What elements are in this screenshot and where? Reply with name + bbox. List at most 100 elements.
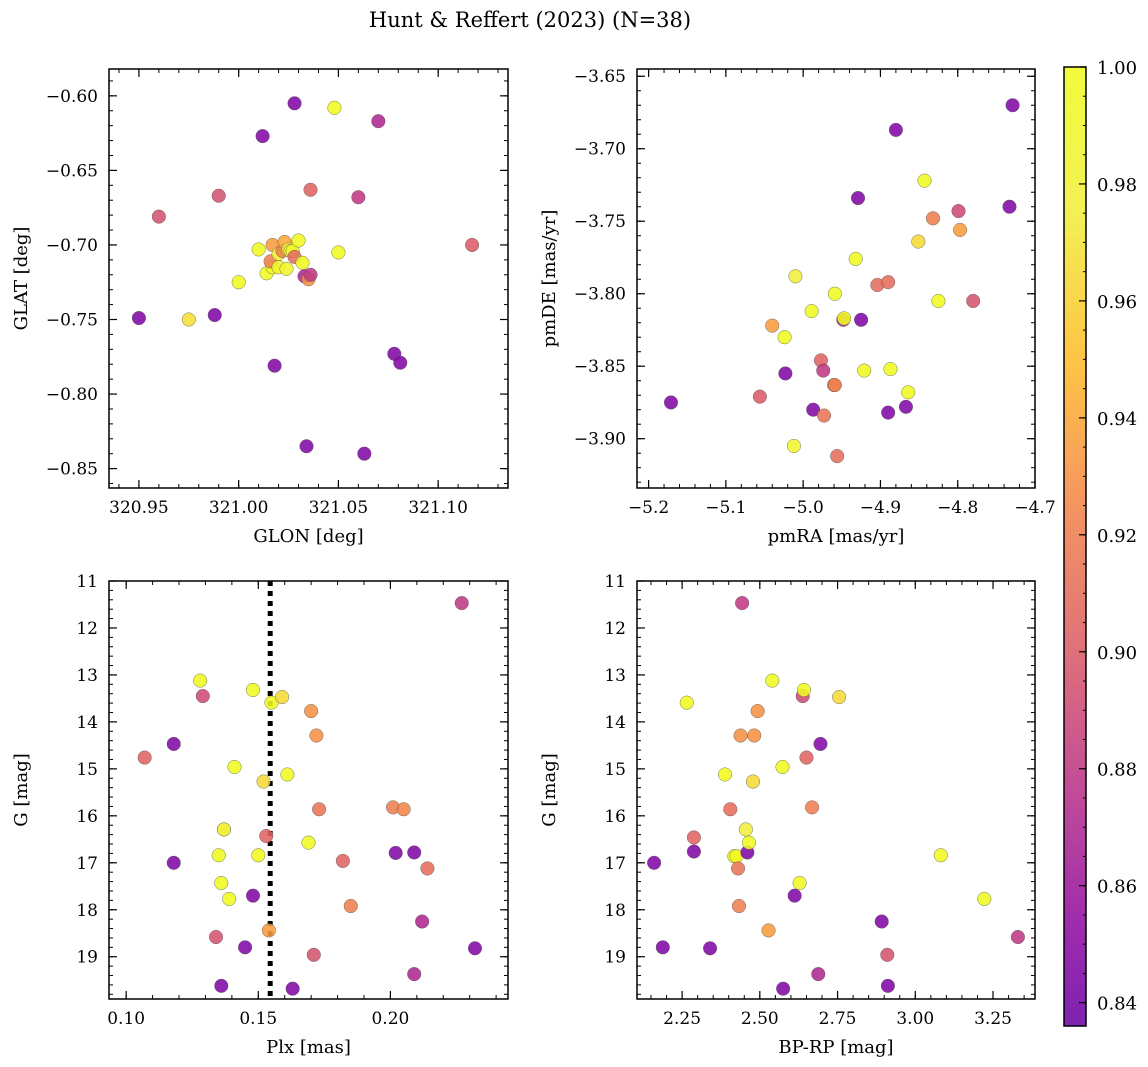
scatter-point — [222, 891, 237, 906]
y-tick-label: −0.60 — [46, 87, 98, 107]
scatter-point — [731, 899, 746, 914]
scatter-point — [420, 861, 435, 876]
scatter-point — [327, 100, 342, 115]
y-tick-label: −3.90 — [574, 430, 626, 450]
scatter-point — [686, 844, 701, 859]
scatter-point — [901, 385, 916, 400]
scatter-point — [857, 363, 872, 378]
scatter-point — [216, 822, 231, 837]
x-tick-label: 3.25 — [974, 1009, 1012, 1029]
scatter-point — [747, 728, 762, 743]
scatter-point — [275, 690, 290, 705]
scatter-point — [752, 389, 767, 404]
scatter-point — [166, 855, 181, 870]
scatter-point — [925, 211, 940, 226]
scatter-point — [303, 267, 318, 282]
scatter-point — [181, 312, 196, 327]
scatter-point — [238, 940, 253, 955]
x-tick-label: −4.9 — [860, 498, 901, 518]
y-tick-label: −0.75 — [46, 311, 98, 331]
panel-plx: 0.10 0.15 0.20 11 12 13 14 15 16 17 18 19 Plx [mas] G… — [11, 572, 509, 1058]
colorbar-tick-label: 0.98 — [1097, 175, 1137, 196]
scatter-point — [193, 673, 208, 688]
scatter-point — [246, 682, 261, 697]
colorbar-tick-label: 0.90 — [1097, 643, 1137, 664]
scatter-point — [388, 845, 403, 860]
scatter-point — [231, 275, 246, 290]
scatter-point — [817, 408, 832, 423]
scatter-point — [703, 941, 718, 956]
scatter-point — [454, 596, 469, 611]
axes-frame — [636, 68, 1036, 489]
axes-frame — [108, 580, 509, 1000]
scatter-point — [214, 978, 229, 993]
scatter-point — [285, 981, 300, 996]
scatter-point — [1005, 98, 1020, 113]
scatter-point — [261, 923, 276, 938]
scatter-point — [467, 941, 482, 956]
x-axis-label: BP-RP [mag] — [778, 1037, 893, 1058]
colorbar-tick-label: 0.96 — [1097, 292, 1137, 313]
scatter-point — [951, 204, 966, 219]
scatter-point — [881, 405, 896, 420]
scatter-point — [750, 704, 765, 719]
y-tick-label: −0.80 — [46, 385, 98, 405]
y-tick-label: 11 — [76, 572, 98, 592]
scatter-point — [917, 173, 932, 188]
scatter-point — [911, 234, 926, 249]
y-tick-label: −3.65 — [574, 67, 626, 87]
x-tick-label: 2.75 — [819, 1009, 857, 1029]
scatter-point — [717, 767, 732, 782]
scatter-point — [765, 673, 780, 688]
scatter-point — [295, 255, 310, 270]
y-tick-label: 19 — [76, 948, 98, 968]
scatter-point — [966, 293, 981, 308]
y-tick-label: 18 — [76, 901, 98, 921]
scatter-point — [806, 402, 821, 417]
y-tick-label: 15 — [604, 760, 626, 780]
scatter-point — [664, 395, 679, 410]
scatter-point — [251, 242, 266, 257]
scatter-point — [933, 848, 948, 863]
scatter-point — [874, 914, 889, 929]
scatter-point — [778, 366, 793, 381]
scatter-point — [267, 358, 282, 373]
scatter-point — [280, 767, 295, 782]
scatter-point — [407, 967, 422, 982]
scatter-point — [256, 774, 271, 789]
x-tick-label: 3.00 — [896, 1009, 934, 1029]
x-tick-label: 321.10 — [408, 498, 467, 518]
scatter-point — [813, 736, 828, 751]
scatter-point — [777, 330, 792, 345]
y-axis-label: G [mag] — [11, 753, 32, 826]
colorbar-tick-label: 0.86 — [1097, 877, 1137, 898]
scatter-point — [351, 190, 366, 205]
x-tick-label: −5.1 — [705, 498, 746, 518]
y-tick-label: −3.75 — [574, 212, 626, 232]
y-tick-label: 11 — [604, 572, 626, 592]
scatter-point — [679, 695, 694, 710]
colorbar-tick-label: 0.88 — [1097, 760, 1137, 781]
y-tick-label: 19 — [604, 948, 626, 968]
scatter-point — [745, 774, 760, 789]
y-tick-label: 13 — [604, 666, 626, 686]
scatter-point — [309, 728, 324, 743]
x-tick-label: 2.50 — [741, 1009, 779, 1029]
scatter-point — [255, 129, 270, 144]
scatter-point — [977, 891, 992, 906]
colorbar-frame — [1063, 66, 1087, 1027]
scatter-point — [931, 293, 946, 308]
scatter-point — [227, 759, 242, 774]
y-tick-label: 14 — [604, 713, 626, 733]
scatter-point — [166, 736, 181, 751]
scatter-point — [357, 446, 372, 461]
scatter-point — [735, 596, 750, 611]
scatter-point — [786, 438, 801, 453]
scatter-point — [761, 923, 776, 938]
scatter-point — [415, 914, 430, 929]
scatter-point — [799, 750, 814, 765]
scatter-point — [396, 802, 411, 817]
scatter-point — [301, 835, 316, 850]
scatter-point — [776, 981, 791, 996]
scatter-point — [848, 251, 863, 266]
